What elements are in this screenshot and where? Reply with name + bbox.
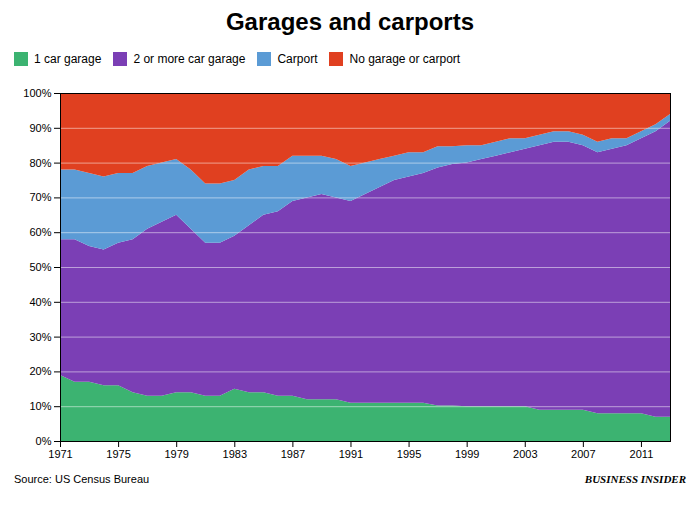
svg-text:20%: 20%: [29, 365, 51, 377]
svg-text:90%: 90%: [29, 122, 51, 134]
html-text:Garages and carports: Garages and carports: [225, 8, 474, 35]
svg-text:60%: 60%: [29, 226, 51, 238]
svg-text:1983: 1983: [223, 448, 247, 460]
svg-text:30%: 30%: [29, 331, 51, 343]
svg-text:10%: 10%: [29, 400, 51, 412]
svg-text:40%: 40%: [29, 296, 51, 308]
svg-text:2007: 2007: [571, 448, 595, 460]
svg-text:100%: 100%: [23, 87, 51, 99]
html-text:No garage or carport: No garage or carport: [349, 51, 461, 66]
svg-text:1971: 1971: [48, 448, 72, 460]
svg-text:1995: 1995: [397, 448, 421, 460]
html-text:Carport: Carport: [277, 51, 318, 66]
svg-text:80%: 80%: [29, 157, 51, 169]
html-text:2 or more car garage: 2 or more car garage: [133, 51, 246, 66]
html-text:Source: US Census Bureau: Source: US Census Bureau: [14, 473, 150, 485]
svg-text:0%: 0%: [36, 435, 52, 447]
svg-text:50%: 50%: [29, 261, 51, 273]
svg-text:2003: 2003: [513, 448, 537, 460]
svg-text:1979: 1979: [164, 448, 188, 460]
svg-text:1975: 1975: [106, 448, 130, 460]
svg-text:1987: 1987: [281, 448, 305, 460]
svg-text:1999: 1999: [455, 448, 479, 460]
svg-text:2011: 2011: [630, 448, 654, 460]
html-text:BUSINESS INSIDER: BUSINESS INSIDER: [584, 473, 686, 485]
html-text:1 car garage: 1 car garage: [34, 51, 102, 66]
svg-text:1991: 1991: [339, 448, 363, 460]
svg-text:70%: 70%: [29, 191, 51, 203]
